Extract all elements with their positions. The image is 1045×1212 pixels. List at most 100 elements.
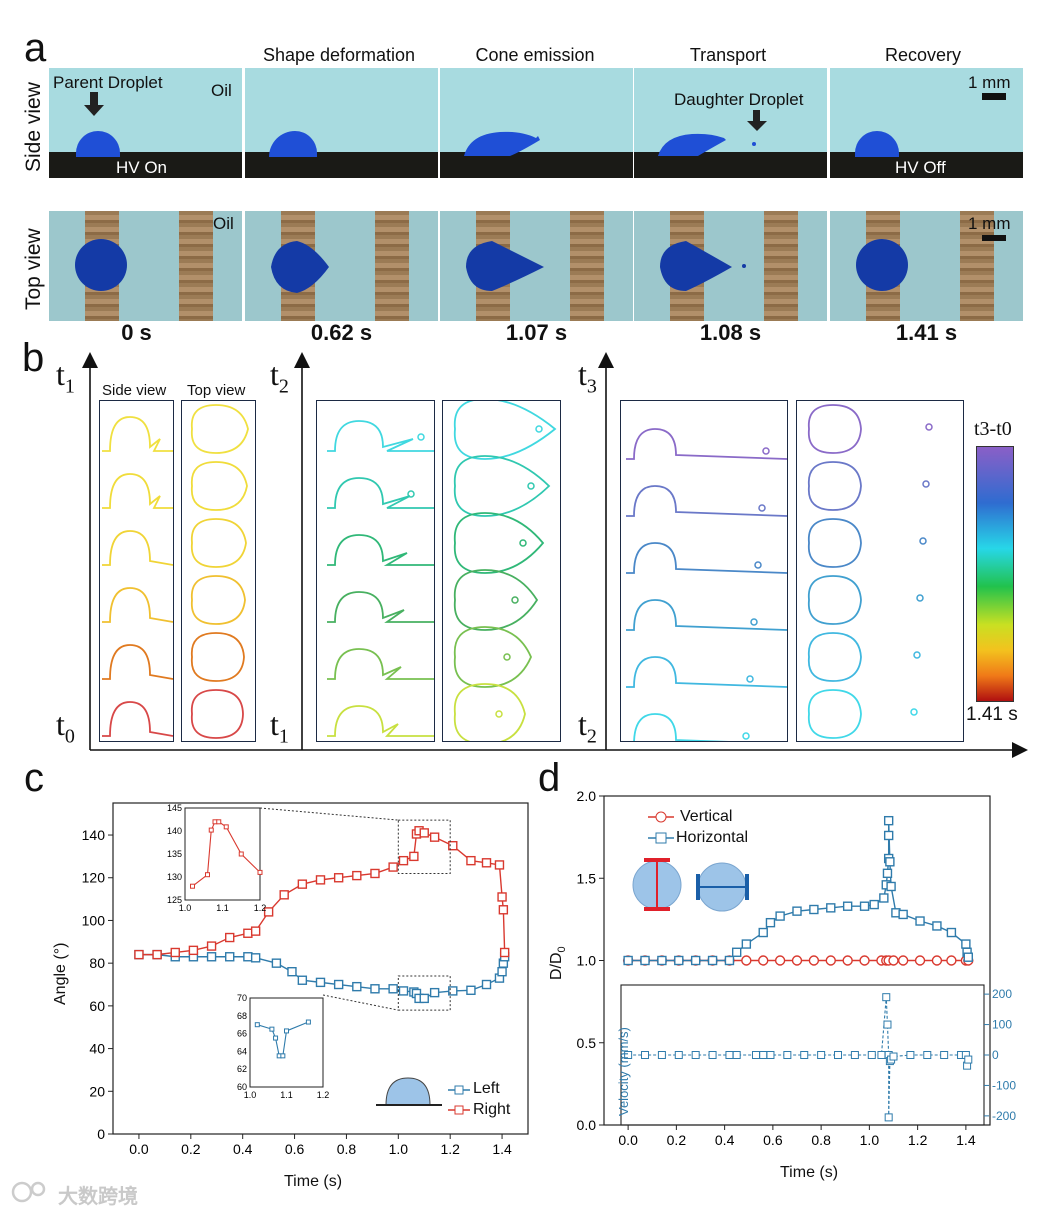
left-point [448,986,458,996]
top-photo-1 [245,211,438,321]
vertical-point [774,955,786,966]
horizontal-point [765,917,776,928]
oil-label-top: Oil [213,214,234,233]
droplet-contour [807,632,862,682]
daughter-droplet-contour [750,618,758,626]
x-tick-label: 1.0 [389,1141,409,1157]
inset-right-frame [184,807,261,901]
x-tick-label: 0.2 [667,1132,687,1148]
x-tick-label: 0.4 [233,1141,253,1157]
left-point [333,979,344,990]
velocity-point [884,1113,893,1122]
side-photo-2 [440,68,633,178]
daughter-droplet-label: Daughter Droplet [674,90,804,109]
droplet-contour [453,569,539,631]
droplet-contour [102,644,174,680]
horizontal-point [724,955,735,966]
x-tick-label: 1.4 [956,1132,976,1148]
side-photo-3: Daughter Droplet [634,68,827,178]
scale-label-top: 1 mm [968,214,1011,233]
droplet-contour [190,575,246,625]
horizontal-point [963,952,973,962]
inset-left-y-tick-label: 60 [237,1082,247,1092]
droplet-contour [807,404,862,454]
contour-box-side-1 [99,400,174,742]
right-point [497,892,507,902]
right-point [279,890,289,900]
stage-shape-deformation: Shape deformation [262,45,416,65]
velocity-tick-label: 100 [992,1018,1012,1032]
watermark-logo-icon [11,1181,46,1203]
droplet-contour [807,518,862,568]
y-tick-label: 1.5 [577,870,597,886]
droplet-contour [453,398,557,460]
arrow-head-icon [84,105,104,116]
scale-label-side: 1 mm [968,73,1011,92]
right-point [398,855,409,866]
contour-box-top-2 [442,398,561,745]
t0-label: t0 [56,706,75,748]
velocity-point [834,1051,843,1059]
vertical-point [842,955,853,966]
droplet-contour [626,656,788,688]
left-point [388,984,398,994]
contour-box-top-1 [181,400,256,742]
right-point [206,941,217,951]
horizontal-point [915,916,925,926]
c-legend-left: Left [473,1080,500,1097]
droplet-contour [327,648,434,680]
time-label-0: 0 s [121,320,152,345]
droplet-contour [190,689,244,739]
horizontal-point [869,899,879,910]
velocity-point [691,1051,700,1059]
droplet-contour [327,420,434,452]
inset-right-y-tick-label: 125 [167,895,182,905]
left-point [466,985,476,995]
daughter-droplet-contour [758,504,766,512]
contour-box-side-3 [620,400,788,745]
velocity-point [641,1051,650,1059]
horizontal-point [885,857,895,867]
inset-right-point [190,883,195,889]
horizontal-point [883,815,894,826]
colorbar [976,446,1014,702]
x-tick-label: 0.2 [181,1141,201,1157]
contour-box-side-2 [316,400,435,742]
b-side-view-label: Side view [102,382,167,399]
velocity-point [751,1051,760,1059]
oil-label-side: Oil [211,81,232,100]
left-point [315,977,326,988]
droplet-contour [327,477,434,509]
c-xlabel: Time (s) [284,1173,343,1190]
x-tick-label: 1.0 [860,1132,880,1148]
x-tick-label: 0.6 [285,1141,305,1157]
y-tick-label: 60 [89,998,105,1014]
velocity-point [889,1052,898,1061]
x-tick-label: 0.6 [763,1132,783,1148]
velocity-point [940,1051,949,1059]
inset-left-point [273,1035,279,1041]
vertical-point [897,955,909,966]
zoom-box-left [397,975,451,1011]
panel-a-label: a [24,26,47,70]
inset-right-point [238,851,244,857]
daughter-droplet-contour [503,653,511,661]
droplet-contour [102,473,173,509]
right-point [352,870,362,881]
y-tick-label: 0.0 [577,1117,597,1133]
velocity-tick-label: 200 [992,987,1012,1001]
left-point [271,958,282,968]
horizontal-point [707,955,718,966]
droplet-contour [626,542,788,574]
velocity-point [624,1051,633,1059]
horizontal-point [657,955,667,966]
velocity-point [657,1051,666,1059]
right-point [297,879,308,889]
vertical-point [758,955,769,966]
velocity-point [800,1051,809,1059]
droplet-contour [807,575,862,625]
droplet-contour [190,518,247,568]
right-point [499,947,510,958]
watermark: 大数跨境 [58,1186,138,1208]
legend-right-marker [454,1105,464,1115]
